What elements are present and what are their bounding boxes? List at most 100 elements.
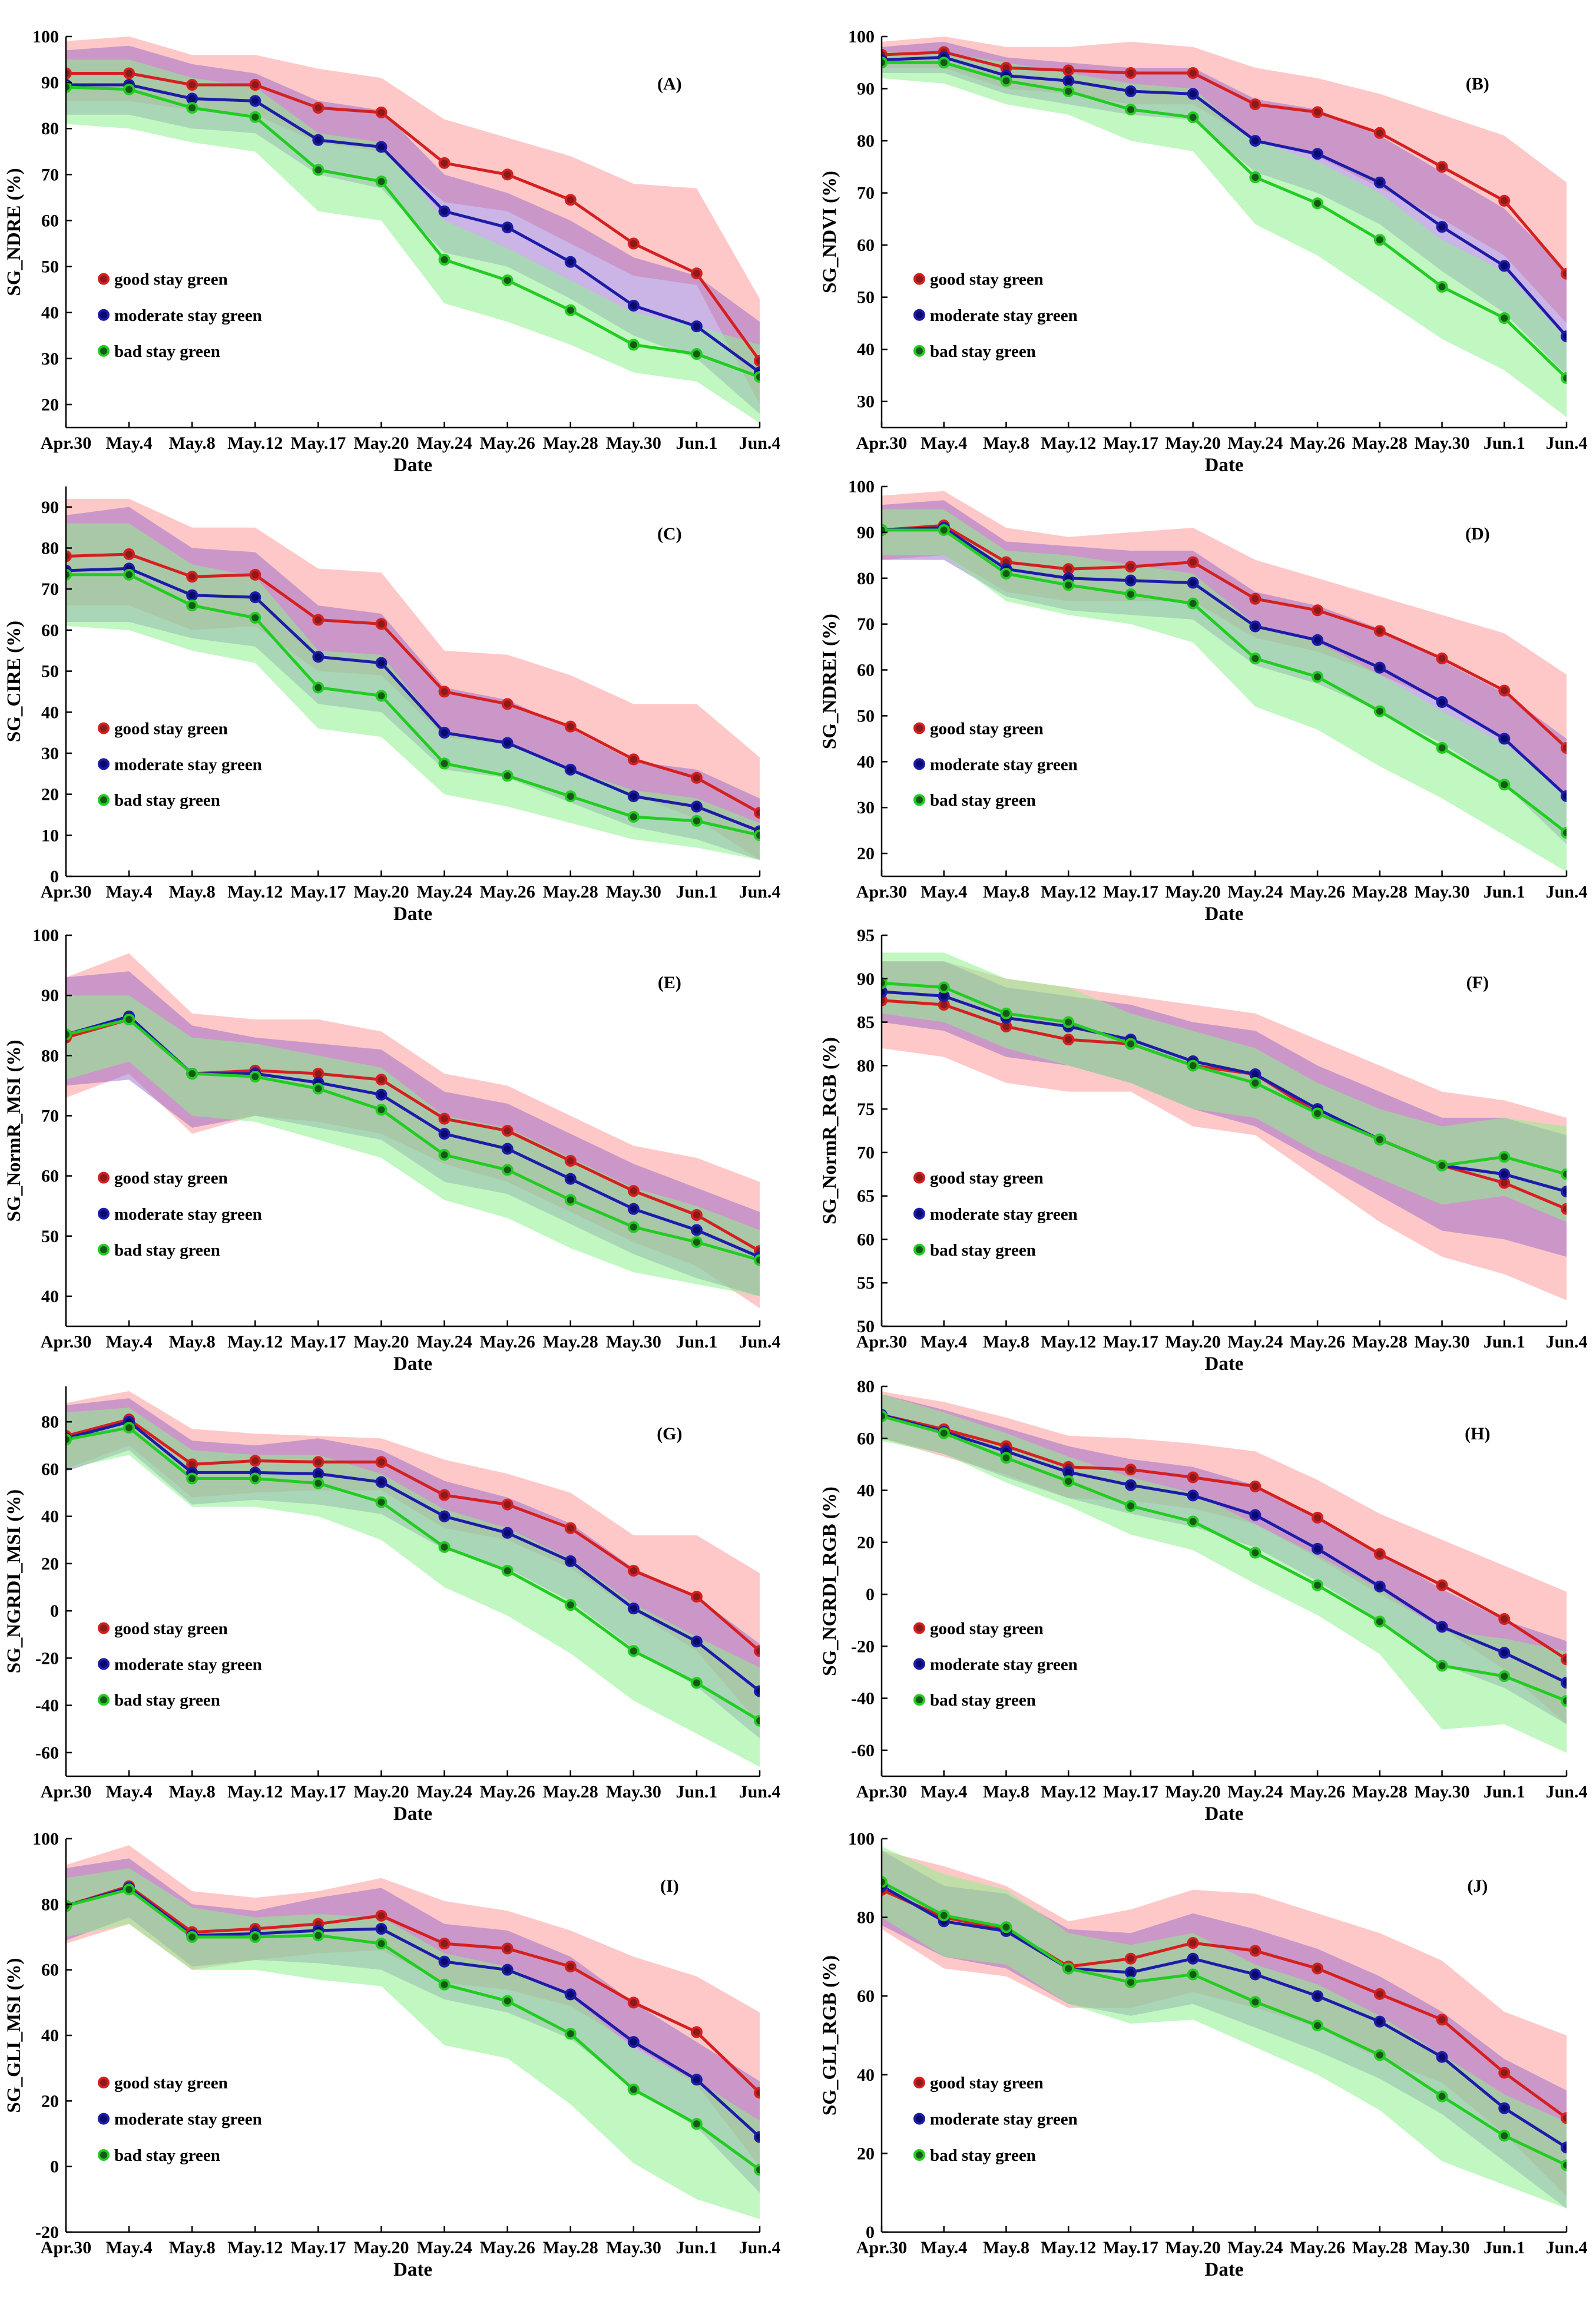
bad-point: [1373, 705, 1386, 717]
x-tick-label: May.17: [1103, 433, 1158, 453]
good-point: [1124, 561, 1137, 573]
moderate-point: [375, 141, 388, 153]
y-tick-label: -40: [851, 1689, 875, 1709]
moderate-line: [882, 1413, 1567, 1684]
y-tick-label: 60: [41, 1961, 59, 1980]
bad-legend-marker: [913, 794, 925, 806]
y-tick-label: 60: [857, 1987, 875, 2006]
y-tick-label: 0: [50, 2157, 59, 2177]
y-tick-label: 40: [41, 1287, 59, 1306]
x-tick-label: Jun.1: [1484, 433, 1525, 453]
x-tick-label: May.17: [290, 2238, 346, 2257]
y-tick-label: 80: [857, 1056, 875, 1075]
bad-point: [1498, 779, 1511, 791]
y-tick-label: 60: [41, 621, 59, 640]
moderate-point: [1124, 1966, 1137, 1979]
y-tick-label: 70: [857, 184, 875, 203]
x-tick-label: Jun.1: [1484, 1782, 1525, 1802]
bad-point: [1312, 1107, 1324, 1120]
bad-point: [249, 1472, 261, 1485]
bad-point: [1249, 1077, 1261, 1089]
bad-point: [690, 348, 703, 360]
moderate-legend-marker: [913, 758, 925, 770]
moderate-point: [627, 2036, 640, 2048]
x-tick-label: Jun.4: [739, 1332, 781, 1352]
y-tick-label: 80: [41, 1046, 59, 1065]
bad-point: [1124, 103, 1137, 115]
good-point: [312, 614, 325, 626]
x-tick-label: May.8: [983, 1332, 1029, 1352]
y-tick-label: 20: [41, 1554, 59, 1574]
x-tick-label: Apr.30: [41, 882, 91, 902]
bad-legend-label: bad stay green: [114, 1691, 220, 1710]
bad-point: [312, 681, 325, 694]
panel-f: 50 55 60 65 70 75 80 85 90 95 Apr.30 May.4 May.8 May.…: [819, 926, 1587, 1375]
bad-point: [1000, 1007, 1012, 1019]
bad-legend-label: bad stay green: [930, 1691, 1036, 1710]
good-point: [375, 1456, 388, 1468]
bad-point: [1498, 312, 1511, 325]
good-point: [754, 2087, 760, 2099]
good-legend-label: good stay green: [930, 1619, 1044, 1638]
bad-band: [66, 59, 760, 423]
x-tick-label: May.30: [606, 882, 661, 902]
bad-point: [938, 1427, 950, 1439]
bad-point: [186, 1931, 198, 1943]
panel-j-plot-area: [882, 1846, 1567, 2209]
y-tick-label: 0: [50, 867, 59, 886]
panel-d: 20 30 40 50 60 70 80 90 100 Apr.30 May.4 May.8 May.1…: [819, 477, 1587, 925]
y-tick-label: 0: [866, 1585, 875, 1604]
y-tick-label: 40: [41, 303, 59, 323]
good-legend-label: good stay green: [930, 1169, 1044, 1188]
bad-point: [754, 2164, 760, 2176]
y-axis-title: SG_NormR_MSI (%): [4, 1040, 25, 1222]
good-point: [564, 1155, 577, 1167]
good-legend-marker: [98, 1171, 110, 1184]
panel-label: (D): [1465, 524, 1490, 544]
good-legend-label: good stay green: [114, 2074, 228, 2093]
bad-point: [1436, 741, 1448, 754]
bad-point: [1436, 280, 1448, 293]
moderate-legend-marker: [98, 1207, 110, 1220]
y-tick-label: 80: [41, 1412, 59, 1432]
panel-e: 40 50 60 70 80 90 100 Apr.30 May.4 May.8 May.12 May…: [4, 926, 780, 1375]
x-tick-label: May.20: [353, 882, 409, 902]
moderate-point: [1436, 2051, 1448, 2063]
x-tick-label: May.12: [1041, 1782, 1096, 1802]
good-point: [754, 1645, 760, 1657]
good-line: [882, 1888, 1567, 2120]
x-tick-label: May.28: [1352, 1782, 1408, 1802]
moderate-point: [186, 589, 198, 601]
bad-point: [1187, 1060, 1199, 1072]
bad-point: [1187, 1515, 1199, 1528]
moderate-point: [1373, 2015, 1386, 2028]
good-point: [564, 1961, 577, 1973]
bad-point: [375, 690, 388, 702]
panel-label: (B): [1466, 74, 1489, 94]
x-tick-label: May.12: [227, 433, 283, 453]
good-point: [1062, 1034, 1075, 1046]
bad-point: [501, 1995, 514, 2007]
y-tick-label: 80: [41, 539, 59, 558]
good-point: [1498, 684, 1511, 697]
y-tick-label: 40: [857, 752, 875, 772]
y-tick-label: 20: [857, 2144, 875, 2163]
good-point: [1187, 1937, 1199, 1949]
good-point: [1436, 1579, 1448, 1591]
moderate-point: [1312, 1542, 1324, 1555]
good-point: [1498, 2067, 1511, 2079]
x-tick-label: May.30: [606, 2238, 661, 2257]
bad-point: [66, 1028, 72, 1041]
bad-point: [627, 339, 640, 351]
moderate-point: [564, 1555, 577, 1567]
moderate-point: [312, 1468, 325, 1480]
good-point: [1187, 1471, 1199, 1484]
bad-point: [186, 1067, 198, 1080]
x-tick-label: May.20: [1165, 2238, 1221, 2257]
good-point: [1062, 64, 1075, 77]
y-tick-label: 30: [857, 392, 875, 412]
bad-point: [882, 977, 888, 989]
good-point: [375, 1074, 388, 1086]
bad-legend-marker: [98, 1694, 110, 1706]
